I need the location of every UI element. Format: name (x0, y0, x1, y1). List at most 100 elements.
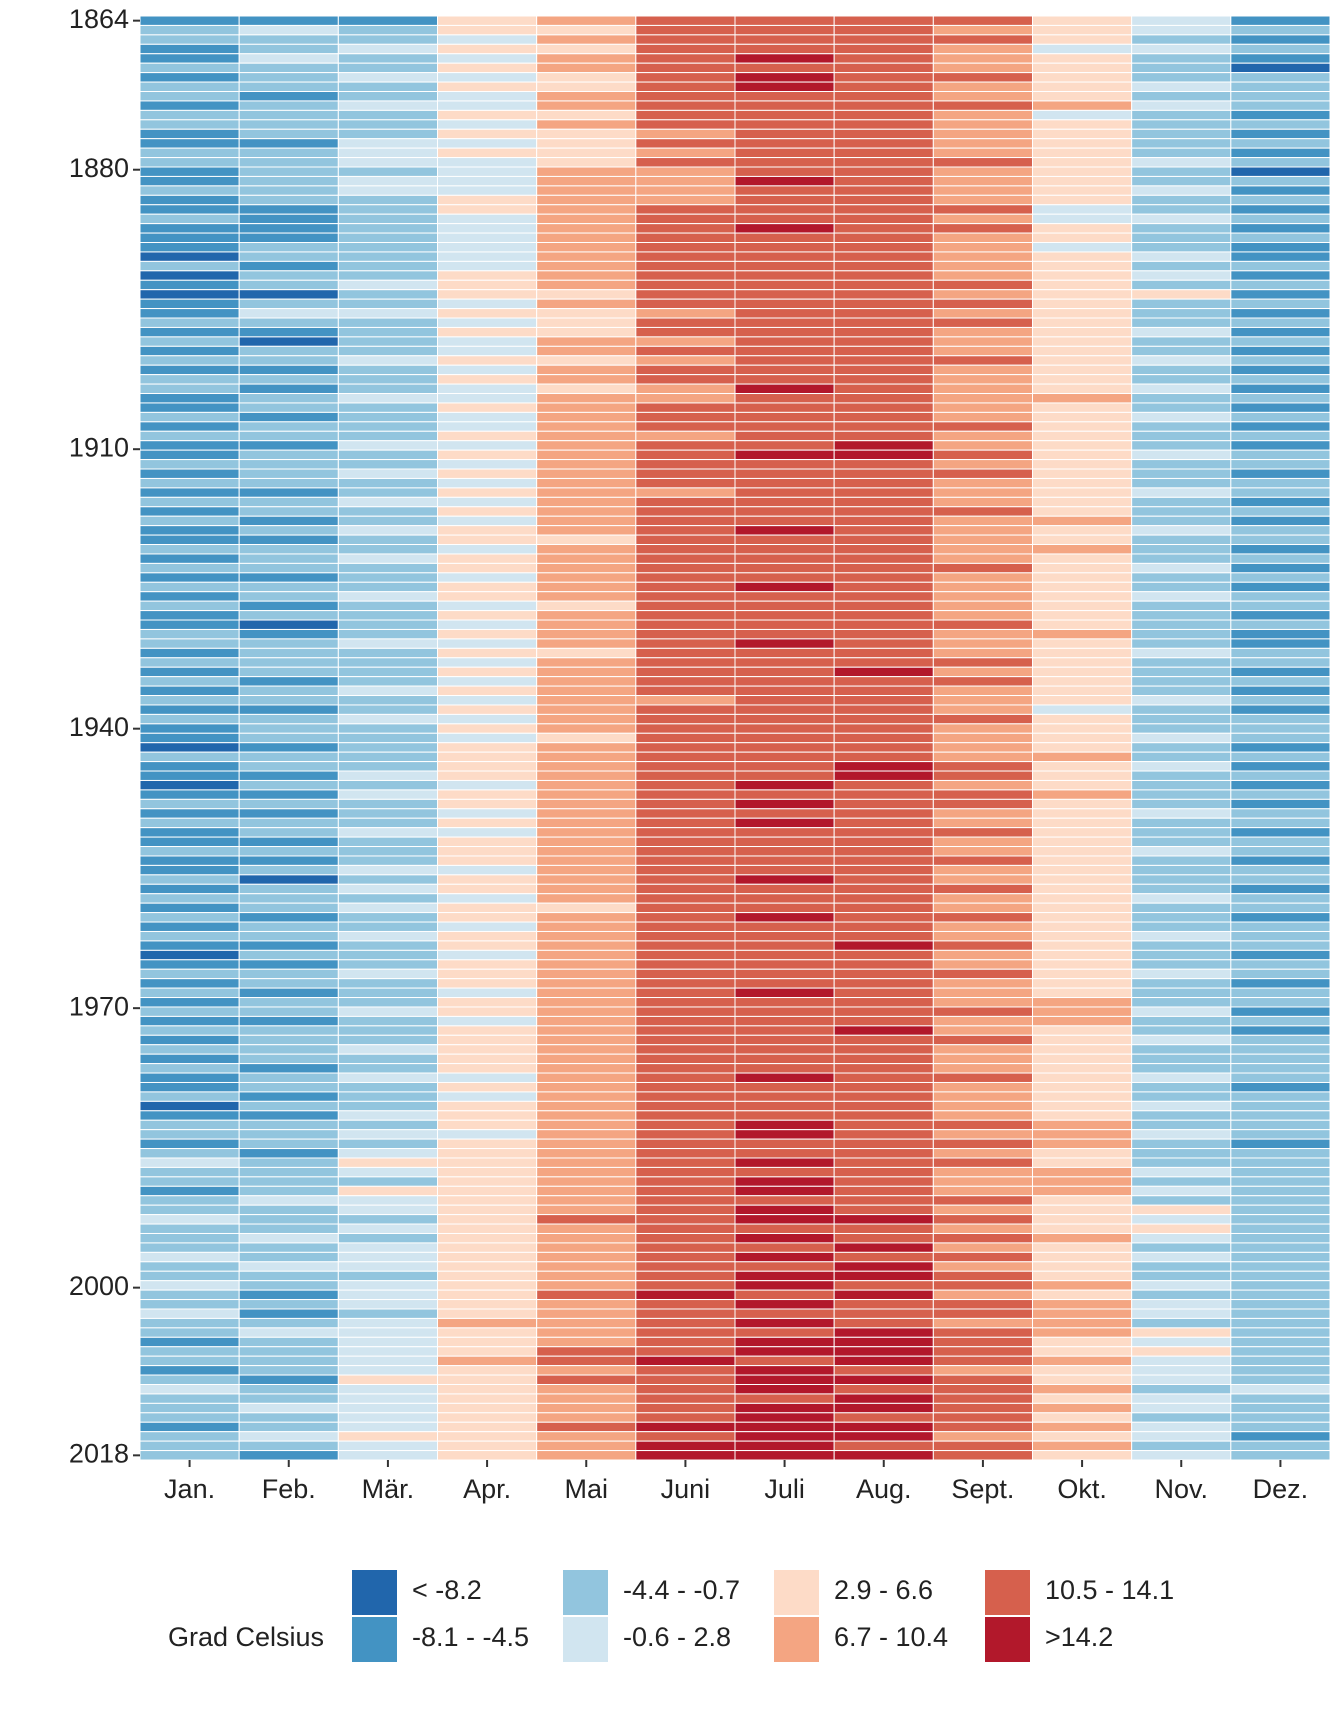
heat-cell (833, 1440, 934, 1452)
heat-cell (337, 789, 439, 800)
heat-cell (437, 997, 538, 1008)
heat-cell (1032, 1431, 1133, 1442)
heat-cell (536, 393, 637, 404)
heat-cell (1230, 1053, 1331, 1065)
heat-cell (1032, 864, 1133, 876)
heat-cell (635, 100, 736, 111)
heat-cell (833, 1346, 934, 1357)
heat-cell (337, 704, 439, 715)
heat-cell (238, 223, 339, 234)
heat-cell (833, 1072, 934, 1083)
heat-cell (139, 1081, 240, 1093)
heat-cell (238, 1204, 339, 1216)
heat-cell (833, 1034, 934, 1046)
heat-cell (1131, 1261, 1232, 1272)
heat-cell (1230, 883, 1331, 895)
heat-cell (833, 638, 934, 649)
heat-cell (437, 251, 538, 262)
heat-cell (437, 260, 538, 272)
heat-cell (536, 968, 637, 980)
heat-cell (635, 1176, 736, 1187)
heat-cell (1032, 1053, 1133, 1065)
heat-cell (238, 770, 339, 781)
heat-cell (238, 761, 339, 772)
heat-cell (1230, 468, 1331, 479)
heat-cell (536, 1100, 637, 1112)
heat-cell (1230, 1091, 1331, 1102)
heat-cell (139, 1261, 240, 1272)
heat-cell (1032, 72, 1133, 83)
heat-cell (1032, 921, 1133, 932)
heat-cell (734, 1374, 835, 1385)
heat-cell (1032, 393, 1133, 404)
heat-cell (932, 742, 1033, 753)
y-tick-label: 2018 (69, 1438, 129, 1468)
heat-cell (1032, 449, 1133, 461)
heat-cell (1230, 1280, 1331, 1291)
heat-cell (833, 298, 934, 310)
heat-cell (437, 1138, 538, 1150)
heat-cell (139, 1214, 240, 1225)
heat-cell (833, 591, 934, 602)
heat-cell (932, 1129, 1033, 1140)
heat-cell (833, 326, 934, 338)
heat-cell (437, 326, 538, 338)
heat-cell (437, 1299, 538, 1310)
x-tick-label: Juli (764, 1474, 805, 1504)
heat-cell (1131, 638, 1232, 649)
heat-cell (437, 506, 538, 517)
heat-cell (635, 600, 736, 612)
heat-cell (1032, 317, 1133, 328)
heat-cell (734, 1185, 835, 1197)
heat-cell (635, 326, 736, 338)
heat-cell (635, 1232, 736, 1244)
heat-cell (1032, 1185, 1133, 1197)
heat-cell (437, 317, 538, 328)
heat-cell (635, 393, 736, 404)
heat-cell (1230, 1261, 1331, 1272)
heat-cell (139, 242, 240, 253)
heat-cell (1230, 619, 1331, 630)
heat-cell (1032, 997, 1133, 1008)
heat-cell (238, 449, 339, 461)
heat-cell (1230, 72, 1331, 83)
heat-cell (1131, 695, 1232, 706)
heat-cell (833, 232, 934, 244)
heat-cell (734, 676, 835, 687)
heat-cell (1230, 34, 1331, 45)
heat-cell (238, 808, 339, 819)
heat-cell (833, 1289, 934, 1301)
heat-cell (1131, 232, 1232, 244)
heat-cell (932, 940, 1033, 951)
heat-cell (833, 997, 934, 1008)
heat-cell (833, 1015, 934, 1027)
heat-cell (635, 789, 736, 800)
heat-cell (932, 1393, 1033, 1404)
heat-cell (1230, 440, 1331, 451)
heat-cell (1131, 345, 1232, 357)
heat-cell (536, 402, 637, 413)
heat-cell (734, 440, 835, 451)
heat-cell (1131, 1091, 1232, 1102)
heat-cell (635, 506, 736, 517)
heat-cell (932, 987, 1033, 999)
heat-cell (833, 147, 934, 159)
heat-cell (238, 798, 339, 810)
heat-cell (932, 1157, 1033, 1168)
heat-cell (337, 959, 439, 970)
heat-cell (238, 270, 339, 281)
heat-cell (337, 770, 439, 781)
heat-cell (238, 902, 339, 914)
heat-cell (734, 393, 835, 404)
heat-cell (536, 213, 637, 225)
heat-cell (139, 374, 240, 385)
heat-cell (1131, 1223, 1232, 1234)
heat-cell (932, 534, 1033, 546)
heat-cell (437, 430, 538, 442)
heat-cell (1230, 1402, 1331, 1414)
heat-cell (1230, 1176, 1331, 1187)
heat-cell (337, 695, 439, 706)
heat-cell (635, 1355, 736, 1367)
heat-cell (734, 204, 835, 215)
heat-cell (932, 544, 1033, 555)
